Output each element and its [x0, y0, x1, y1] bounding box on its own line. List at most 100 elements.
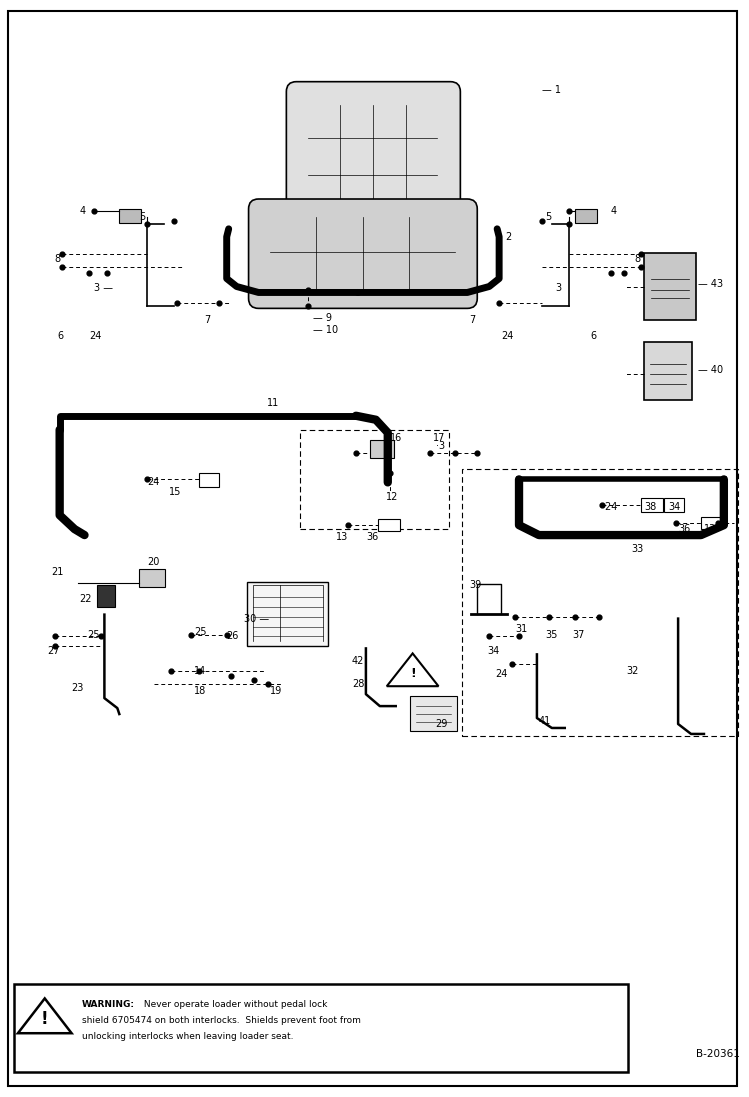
Text: 38: 38	[644, 502, 657, 512]
Text: B-20361: B-20361	[696, 1049, 740, 1059]
Point	[506, 656, 518, 674]
FancyBboxPatch shape	[249, 199, 477, 308]
Text: 36: 36	[678, 524, 691, 534]
Point	[619, 263, 631, 281]
Bar	[644, 342, 692, 399]
Text: 32: 32	[626, 666, 639, 676]
Text: 8: 8	[55, 253, 61, 263]
Text: 8: 8	[634, 253, 640, 263]
Text: 33: 33	[631, 544, 643, 554]
Text: 21: 21	[52, 567, 64, 577]
Text: 13: 13	[336, 532, 348, 542]
Bar	[664, 498, 684, 512]
Text: 16: 16	[389, 432, 402, 442]
Bar	[119, 208, 142, 223]
Text: 6: 6	[58, 331, 64, 341]
Point	[192, 663, 204, 680]
Point	[562, 202, 574, 219]
Text: 24: 24	[147, 477, 160, 487]
Bar	[97, 585, 115, 607]
Text: 27: 27	[48, 646, 60, 656]
Text: 4: 4	[610, 206, 616, 216]
Text: 28: 28	[352, 679, 364, 689]
Text: !: !	[410, 667, 416, 680]
Point	[635, 258, 647, 275]
Point	[562, 215, 574, 233]
Point	[165, 663, 177, 680]
Point	[536, 212, 548, 229]
Text: !: !	[41, 1010, 49, 1028]
Text: 6: 6	[591, 331, 597, 341]
Text: 22: 22	[79, 593, 92, 603]
Text: 24: 24	[604, 502, 620, 512]
Text: — 9: — 9	[313, 314, 333, 324]
Text: 31: 31	[515, 623, 527, 634]
Point	[605, 263, 617, 281]
Text: 34: 34	[668, 502, 680, 512]
Polygon shape	[18, 998, 72, 1033]
Point	[543, 608, 555, 625]
Text: 3: 3	[555, 283, 561, 294]
Text: 23: 23	[72, 683, 84, 693]
Text: 41: 41	[539, 716, 551, 726]
Point	[213, 295, 225, 313]
Point	[635, 245, 647, 262]
Point	[248, 671, 260, 689]
Point	[141, 471, 153, 488]
Point	[423, 444, 435, 462]
Text: 2: 2	[505, 231, 512, 241]
Bar	[410, 697, 458, 731]
Point	[493, 295, 505, 313]
Point	[383, 465, 395, 483]
Point	[49, 627, 61, 645]
Text: — 10: — 10	[313, 325, 339, 336]
Point	[141, 215, 153, 233]
Point	[221, 625, 233, 643]
Bar	[14, 984, 628, 1072]
Bar	[139, 569, 165, 587]
Point	[185, 625, 197, 643]
Text: 24: 24	[89, 331, 102, 341]
Text: 7: 7	[204, 315, 210, 326]
Bar	[641, 498, 663, 512]
Text: ·3: ·3	[435, 441, 445, 451]
Point	[225, 667, 237, 685]
Bar	[370, 440, 394, 457]
FancyBboxPatch shape	[286, 81, 461, 236]
Point	[592, 608, 604, 625]
Text: Never operate loader without pedal lock: Never operate loader without pedal lock	[142, 999, 327, 1009]
Text: 35: 35	[545, 630, 557, 640]
Text: — 43: — 43	[698, 279, 723, 289]
Bar	[198, 474, 219, 487]
Bar	[701, 517, 721, 529]
Text: 19: 19	[270, 687, 282, 697]
Text: shield 6705474 on both interlocks.  Shields prevent foot from: shield 6705474 on both interlocks. Shiel…	[82, 1016, 360, 1025]
Point	[595, 497, 607, 514]
Text: 11: 11	[267, 398, 279, 408]
Text: 37: 37	[573, 630, 585, 640]
Text: 26: 26	[227, 632, 239, 642]
Point	[513, 627, 525, 645]
Text: 17: 17	[432, 432, 445, 442]
Point	[568, 608, 580, 625]
Text: 15: 15	[169, 487, 181, 497]
Text: unlocking interlocks when leaving loader seat.: unlocking interlocks when leaving loader…	[82, 1031, 293, 1041]
Point	[471, 444, 483, 462]
Point	[95, 627, 107, 645]
Text: 20: 20	[147, 557, 160, 567]
Text: 25: 25	[88, 630, 100, 640]
Point	[262, 676, 274, 693]
Text: 42: 42	[352, 656, 364, 666]
Text: 4: 4	[79, 206, 85, 216]
Text: — 1: — 1	[542, 84, 561, 94]
Point	[171, 295, 183, 313]
Point	[509, 608, 521, 625]
Text: 3 —: 3 —	[94, 283, 113, 294]
Text: 24: 24	[495, 669, 508, 679]
Point	[712, 514, 724, 532]
Point	[303, 297, 315, 315]
Text: 18: 18	[194, 687, 206, 697]
Text: 29: 29	[435, 719, 448, 730]
Polygon shape	[386, 654, 438, 687]
Text: 34: 34	[487, 646, 500, 656]
